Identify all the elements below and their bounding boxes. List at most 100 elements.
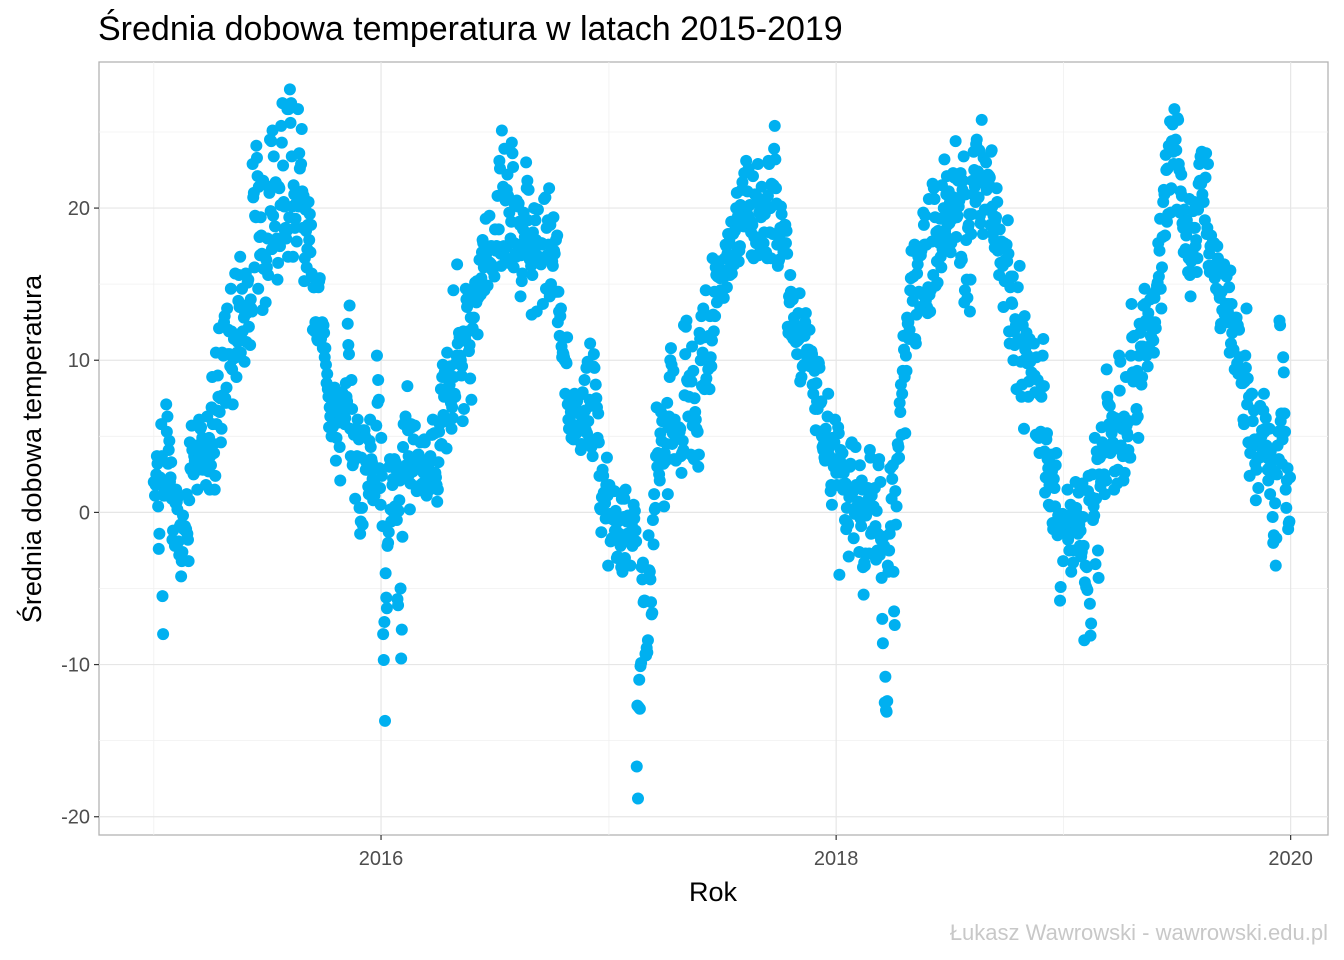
data-point [319,342,332,355]
data-point [687,364,700,377]
data-point [680,314,693,327]
data-point [1054,580,1067,593]
data-point [707,325,720,338]
data-point [874,475,887,488]
data-point [152,542,165,555]
data-point [451,258,464,271]
data-point [1277,351,1290,364]
data-point [642,529,655,542]
data-point [372,393,385,406]
data-point [757,237,770,250]
data-point [1239,361,1252,374]
data-point [584,337,597,350]
data-point [263,186,276,199]
data-point [633,673,646,686]
data-point [1249,494,1262,507]
data-point [514,290,527,303]
data-point [761,189,774,202]
data-point [522,183,535,196]
data-point [246,305,258,318]
data-point [1170,144,1183,157]
data-point [781,247,794,260]
data-point [1098,488,1111,501]
data-point [268,220,281,233]
data-point [1284,471,1297,484]
data-point [204,459,217,472]
data-point [825,498,838,511]
data-point [467,311,480,324]
data-point [965,227,978,240]
data-point [1225,297,1238,310]
data-point [645,596,658,609]
data-point [1125,297,1138,310]
data-point [1000,238,1013,251]
data-point [446,412,459,425]
data-point [644,573,657,586]
data-point [546,259,559,272]
data-point [318,326,331,339]
data-point [1224,264,1237,277]
data-point [990,211,1003,224]
data-point [793,287,806,300]
data-point [582,415,595,428]
data-point [273,182,286,195]
data-point [231,335,244,348]
data-point [162,444,175,457]
data-point [1002,247,1015,260]
data-point [1240,302,1253,315]
data-point [390,514,403,527]
data-point [1279,425,1292,438]
data-point [769,153,782,166]
data-point [1169,133,1182,146]
data-point [342,339,355,352]
data-point [873,453,886,466]
data-point [993,223,1006,236]
data-point [354,527,367,540]
data-point [507,261,520,274]
data-point [618,492,631,505]
data-point [343,299,356,312]
data-point [1252,482,1265,495]
data-point [619,483,632,496]
data-point [378,615,391,628]
data-point [674,422,687,435]
data-point [209,469,222,482]
data-point [883,544,896,557]
data-point [287,179,300,192]
data-point [849,440,862,453]
data-point [588,361,601,374]
data-point [686,340,699,353]
data-point [512,197,525,210]
data-point [465,393,478,406]
data-point [855,520,868,533]
data-point [614,539,627,552]
x-axis-ticks: 2016 2018 2020 [359,835,1313,870]
data-point [900,364,913,377]
data-point [341,317,354,330]
data-point [1081,584,1094,597]
data-point [1065,565,1078,578]
data-point [446,401,459,414]
data-point [440,442,453,455]
data-point [234,250,247,263]
data-point [275,119,288,132]
data-point [890,500,903,513]
data-point [949,135,962,148]
data-point [1250,463,1263,476]
data-point [889,518,902,531]
data-point [703,383,716,396]
data-point [1013,259,1026,272]
data-point [149,489,162,502]
data-point [909,337,922,350]
x-axis-title: Rok [689,877,738,907]
data-point [313,272,326,285]
data-point [876,612,889,625]
data-point [244,293,257,306]
data-point [1223,281,1236,294]
data-point [1088,509,1101,522]
data-point [595,526,608,539]
data-point [1241,372,1254,385]
data-point [302,195,315,208]
data-point [1270,532,1283,545]
data-point [633,702,646,715]
